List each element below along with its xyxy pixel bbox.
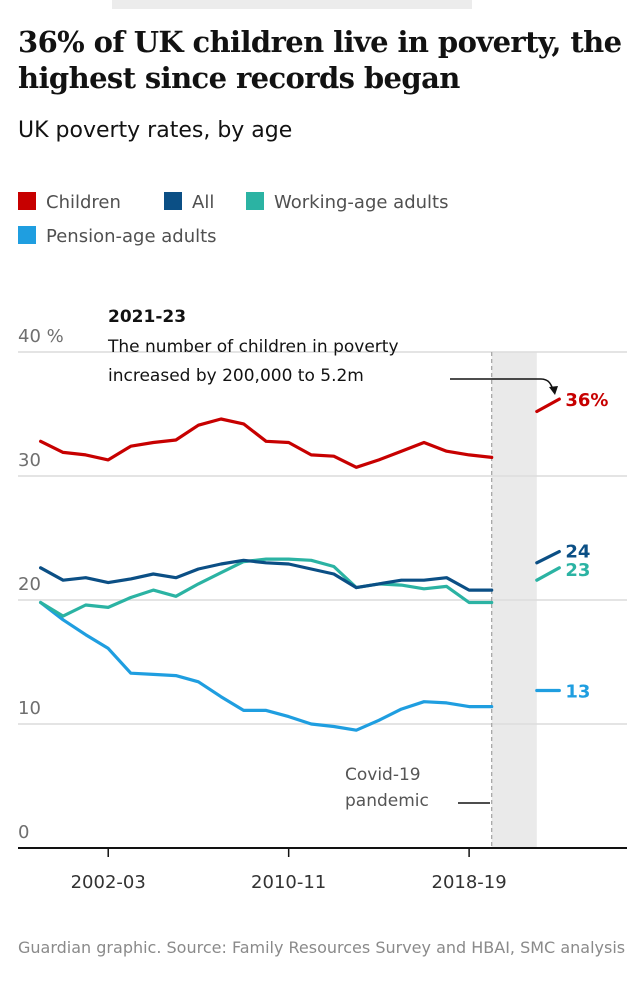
series-line-children — [38, 417, 494, 469]
annotation-arrow — [450, 378, 555, 392]
series-line-working-age-adults — [38, 557, 494, 618]
legend-swatch-pension-age — [18, 226, 36, 244]
end-label-working-age-adults: 23 — [565, 560, 590, 581]
y-tick-label: 20 — [18, 574, 41, 595]
legend-label-all: All — [192, 192, 215, 213]
annotation-arrowhead — [549, 386, 558, 395]
legend-item-children: Children — [18, 192, 121, 213]
legend-item-working-age: Working-age adults — [246, 192, 448, 213]
legend-item-all: All — [164, 192, 214, 213]
covid-label-line-2: pandemic — [345, 791, 429, 811]
legend-label-children: Children — [46, 192, 121, 213]
series-line-all — [38, 558, 494, 592]
series-line-pension-age-adults — [38, 600, 494, 732]
chart-subtitle: UK poverty rates, by age — [18, 118, 293, 143]
y-tick-label: 40 % — [18, 326, 64, 347]
chart-title: 36% of UK children live in poverty, the … — [18, 25, 622, 95]
x-axis-ticks: 2002-03 2010-11 2018-19 — [71, 848, 507, 893]
legend-item-pension-age: Pension-age adults — [18, 226, 217, 247]
y-tick-label: 30 — [18, 450, 41, 471]
legend-swatch-all — [164, 192, 182, 210]
covid-label-line-1: Covid-19 — [345, 765, 421, 785]
source-footer: Guardian graphic. Source: Family Resourc… — [18, 938, 626, 957]
x-tick-label: 2010-11 — [251, 872, 326, 893]
legend-swatch-children — [18, 192, 36, 210]
series-recent-working-age-adults — [535, 566, 561, 582]
series-recent-all — [535, 549, 561, 565]
series-recent-children — [535, 397, 561, 414]
annotation-line-1: The number of children in poverty — [107, 337, 399, 357]
x-tick-label: 2018-19 — [432, 872, 507, 893]
end-label-all: 24 — [565, 542, 590, 563]
annotation-heading: 2021-23 — [108, 307, 186, 327]
y-tick-label: 0 — [18, 822, 29, 843]
end-label-children: 36% — [565, 390, 608, 411]
y-tick-label: 10 — [18, 698, 41, 719]
top-rule — [112, 0, 472, 9]
legend-label-working-age: Working-age adults — [274, 192, 449, 213]
x-tick-label: 2002-03 — [71, 872, 146, 893]
series-lines — [38, 397, 561, 732]
legend-swatch-working-age — [246, 192, 264, 210]
legend-label-pension-age: Pension-age adults — [46, 226, 217, 247]
annotation-line-2: increased by 200,000 to 5.2m — [108, 366, 364, 386]
end-label-pension-age-adults: 13 — [565, 682, 590, 703]
y-axis-ticks: 0 10 20 30 40 % — [18, 326, 64, 843]
